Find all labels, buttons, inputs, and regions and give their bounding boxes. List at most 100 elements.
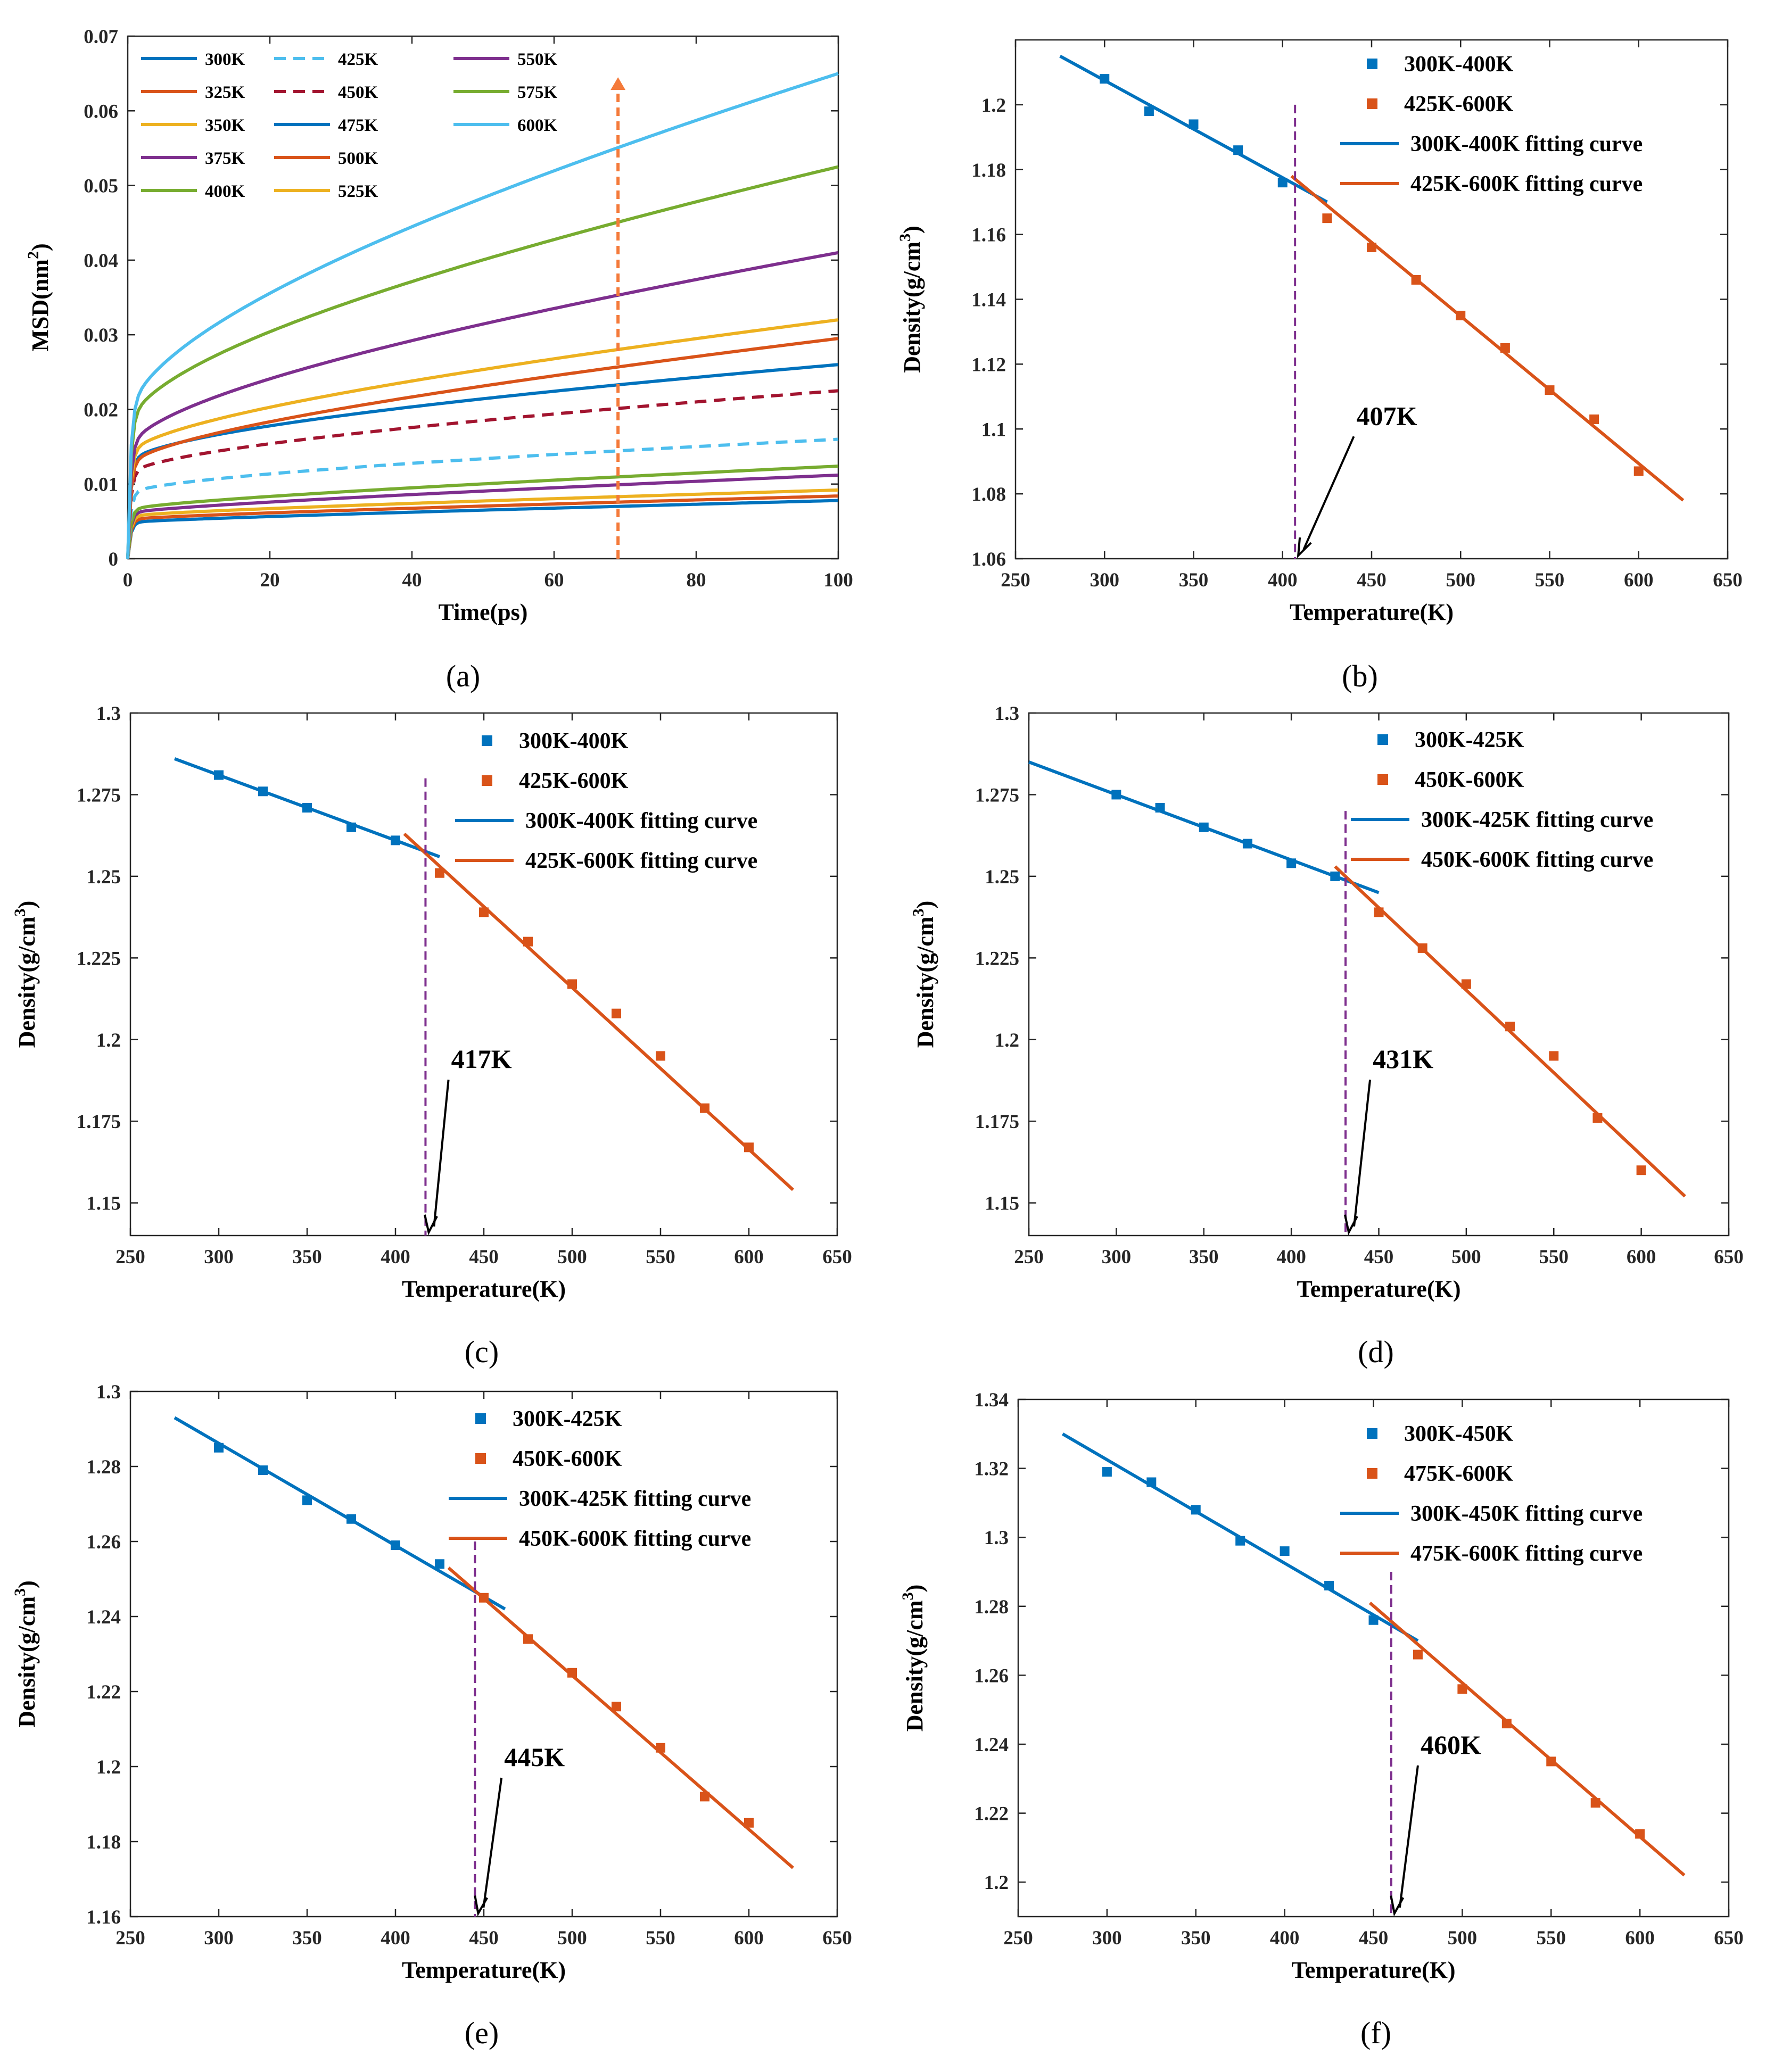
high-fit-line — [403, 832, 795, 1191]
series-line-600K — [126, 72, 839, 559]
high-data-point — [1636, 1165, 1646, 1175]
legend-label: 500K — [338, 149, 378, 168]
high-data-point — [1546, 1756, 1556, 1767]
high-data-point — [1589, 414, 1599, 424]
transition-label: 431K — [1373, 1044, 1433, 1074]
legend-marker — [1367, 59, 1377, 69]
low-data-point — [1144, 106, 1154, 117]
y-axis-title-sup: 3 — [910, 908, 927, 916]
y-axis-title-main: Density(g/cm — [14, 1596, 40, 1728]
y-axis-title-tail: ) — [14, 901, 40, 909]
legend-label: 300K-400K — [1404, 52, 1514, 77]
x-tick-label: 500 — [557, 1927, 587, 1949]
legend-label: 300K-425K — [513, 1407, 622, 1431]
high-data-point — [1411, 275, 1421, 285]
y-axis-title-tail: ) — [899, 226, 925, 234]
panel-caption: (e) — [465, 2016, 499, 2050]
high-data-point — [700, 1103, 709, 1113]
annotation-arrow — [1398, 1765, 1419, 1908]
legend-marker — [1367, 1468, 1377, 1479]
x-tick-label: 300 — [204, 1927, 234, 1949]
low-data-point — [1100, 74, 1110, 84]
y-tick-label: 1.08 — [971, 484, 1006, 505]
low-data-point — [214, 1443, 224, 1453]
y-tick-label: 1.175 — [975, 1111, 1019, 1133]
transition-label: 445K — [504, 1742, 565, 1772]
legend-marker — [1377, 774, 1388, 785]
y-tick-label: 1.14 — [971, 289, 1006, 311]
plot-area — [1028, 712, 1730, 1237]
high-data-point — [1367, 243, 1376, 252]
high-data-point — [1592, 1113, 1603, 1123]
x-tick-label: 500 — [1451, 1246, 1481, 1268]
y-tick-label: 1.225 — [77, 948, 121, 969]
legend-label: 450K-600K fitting curve — [1421, 848, 1653, 872]
x-axis-title: Temperature(K) — [402, 1276, 566, 1302]
x-tick-label: 650 — [822, 1246, 852, 1268]
high-data-point — [1635, 1829, 1645, 1839]
plot-area — [127, 35, 839, 560]
legend-label: 300K — [205, 50, 245, 69]
y-tick-label: 1.18 — [86, 1831, 121, 1853]
panel-c: 250 300 350 400 450 500 550 600 650 1.15 1.175 1.2 1… — [11, 703, 852, 1369]
x-tick-label: 550 — [646, 1246, 675, 1268]
legend-marker — [1367, 98, 1377, 109]
y-tick-label: 1.2 — [96, 1030, 121, 1051]
high-data-point — [479, 1593, 489, 1603]
panel-caption: (d) — [1358, 1335, 1394, 1369]
low-data-point — [302, 1495, 312, 1505]
x-tick-label: 250 — [115, 1927, 145, 1949]
y-tick-label: 1.24 — [86, 1606, 121, 1628]
high-fit-line — [1334, 865, 1686, 1198]
legend-label: 425K-600K fitting curve — [1410, 172, 1643, 196]
legend-label: 450K-600K — [1415, 768, 1524, 792]
legend-label: 300K-450K fitting curve — [1410, 1502, 1643, 1526]
high-data-point — [435, 868, 444, 878]
annotation-arrow-head — [1390, 1895, 1405, 1917]
low-data-point — [1286, 858, 1297, 868]
x-tick-label: 450 — [1364, 1246, 1394, 1268]
legend-label: 475K — [338, 116, 378, 135]
x-tick-label: 550 — [1539, 1246, 1569, 1268]
y-tick-label: 1.32 — [974, 1458, 1009, 1480]
low-data-point — [258, 786, 268, 797]
y-axis-title-sup: 3 — [896, 234, 914, 242]
y-tick-label: 1.275 — [77, 784, 121, 806]
y-tick-label: 0.06 — [84, 101, 118, 122]
y-tick-label: 1.22 — [974, 1803, 1009, 1825]
annotation-arrow — [482, 1777, 503, 1908]
series-line-525K — [126, 318, 839, 559]
low-data-point — [346, 822, 356, 832]
series-line-375K — [126, 473, 839, 559]
high-data-point — [567, 1668, 577, 1678]
y-tick-label: 1.26 — [86, 1531, 121, 1553]
x-tick-label: 20 — [260, 569, 280, 591]
y-tick-label: 0 — [109, 549, 119, 570]
legend-marker — [1377, 734, 1388, 745]
x-tick-label: 600 — [1625, 1927, 1655, 1949]
series-line-350K — [126, 488, 839, 559]
legend-label: 450K — [338, 83, 378, 102]
y-axis-title: Density(g/cm3) — [899, 1585, 928, 1732]
y-axis-title-main: Density(g/cm — [14, 916, 40, 1048]
y-axis-title-main: Density(g/cm — [899, 242, 925, 373]
high-data-point — [1549, 1051, 1559, 1061]
legend-marker — [1367, 1428, 1377, 1439]
high-data-point — [479, 907, 489, 917]
y-axis-title: MSD(nm2) — [24, 243, 53, 351]
series-line-325K — [126, 494, 839, 559]
legend-marker — [482, 735, 492, 746]
low-data-point — [435, 1559, 444, 1569]
y-axis-title-sup: 3 — [899, 1592, 917, 1600]
x-tick-label: 250 — [1001, 569, 1030, 591]
annotation-arrow-head — [424, 1214, 438, 1236]
x-tick-label: 400 — [1270, 1927, 1300, 1949]
high-data-point — [1374, 907, 1384, 917]
x-tick-label: 300 — [1102, 1246, 1132, 1268]
low-data-point — [1233, 145, 1243, 155]
x-tick-label: 650 — [1714, 1246, 1744, 1268]
x-tick-label: 350 — [1189, 1246, 1219, 1268]
y-tick-label: 1.12 — [971, 354, 1006, 376]
y-tick-label: 1.15 — [86, 1193, 121, 1215]
x-tick-label: 0 — [123, 569, 133, 591]
